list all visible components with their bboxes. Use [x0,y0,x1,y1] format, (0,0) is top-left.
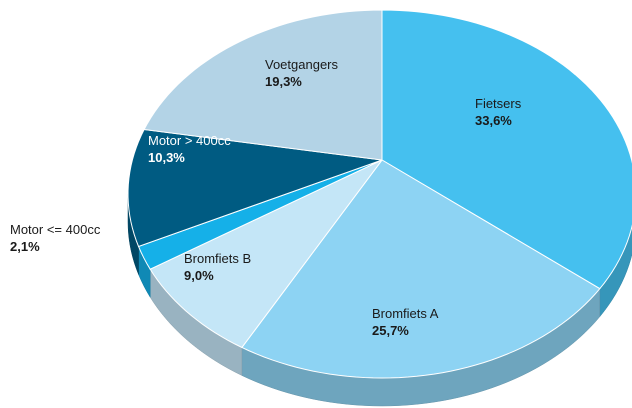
slice-label: Fietsers [475,96,522,111]
slice [149,159,383,349]
slice-value-label: 10,3% [148,150,185,165]
slice [241,159,601,379]
slice-label: Bromfiets A [372,306,439,321]
slice [127,128,383,248]
slice-value-label: 19,3% [265,74,302,89]
slice [381,9,632,290]
slice-value-label: 25,7% [372,323,409,338]
slice-label: Motor > 400cc [148,133,231,148]
slice-label: Bromfiets B [184,251,251,266]
slice [143,9,383,161]
labels: Fietsers 33,6% Bromfiets A 25,7% Bromfiets B… [10,57,522,338]
pie-tops [127,9,632,379]
slice-value-label: 9,0% [184,268,214,283]
slice-value-label: 2,1% [10,239,40,254]
slice-label: Motor <= 400cc [10,222,101,237]
slice-value-label: 33,6% [475,113,512,128]
slice-label: Voetgangers [265,57,339,72]
